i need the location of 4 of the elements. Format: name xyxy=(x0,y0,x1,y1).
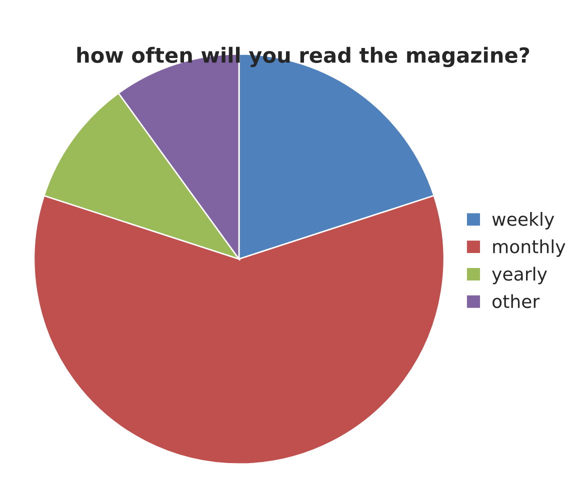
legend-label: weekly xyxy=(492,212,554,230)
legend-label: other xyxy=(492,294,540,308)
legend-label: monthly xyxy=(493,239,566,257)
legend-label: yearly xyxy=(492,266,547,284)
